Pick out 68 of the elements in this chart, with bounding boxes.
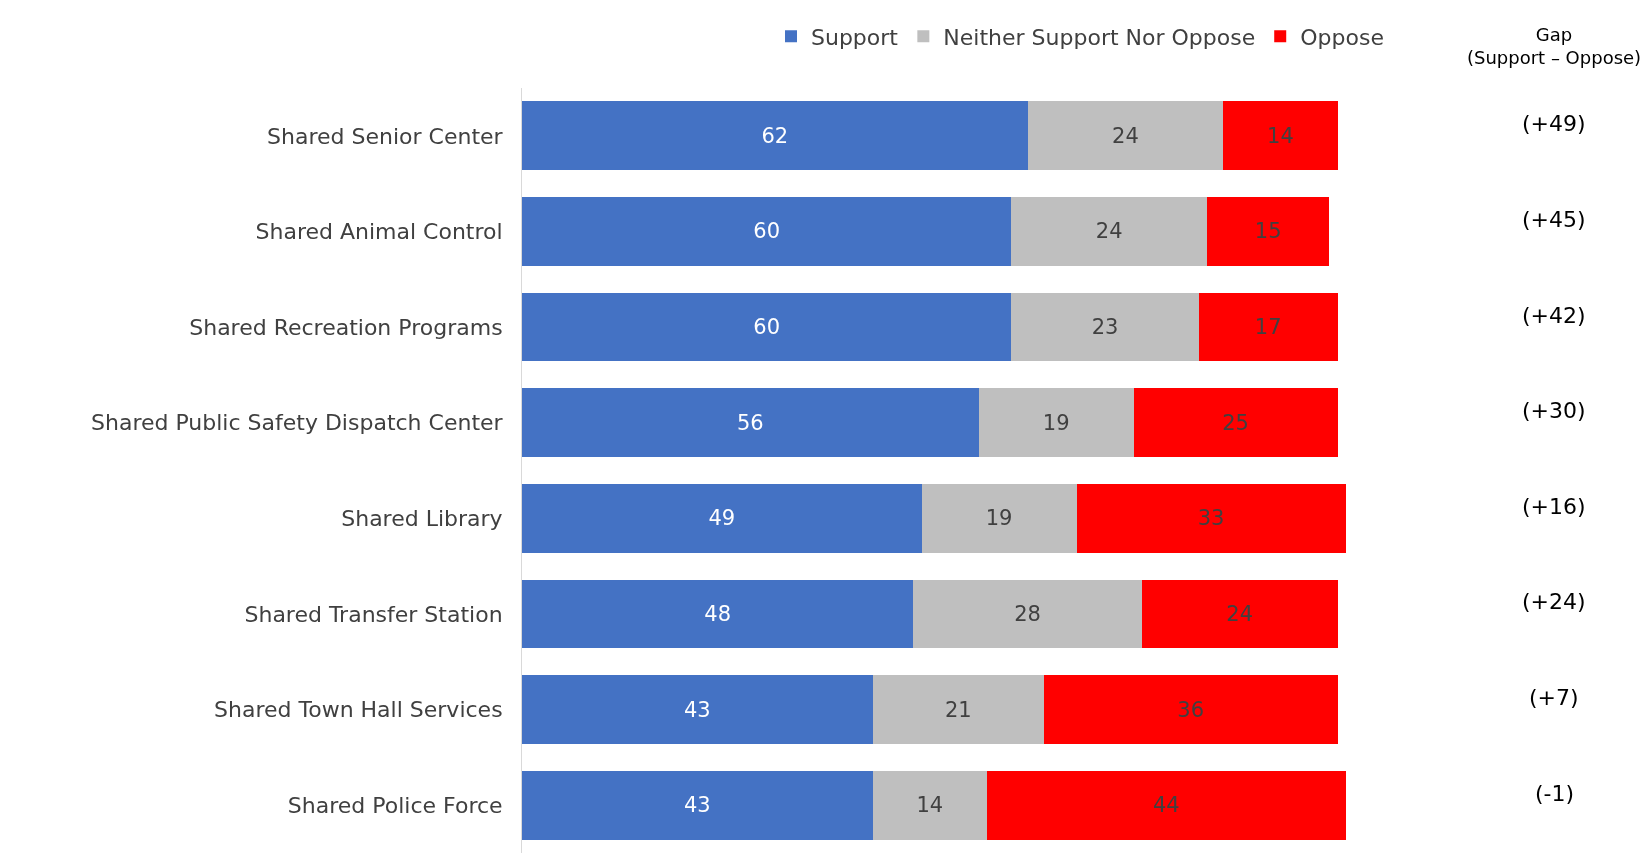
- data-label: 43: [683, 793, 711, 818]
- text: (-1): [1535, 781, 1575, 806]
- bar: [978, 388, 1134, 458]
- bar: [1011, 197, 1208, 266]
- bar: [1198, 292, 1338, 362]
- data-label: 23: [1091, 315, 1119, 340]
- data-label: 25: [1222, 410, 1249, 435]
- data-label: 44: [1152, 793, 1180, 818]
- bar: [1133, 388, 1338, 458]
- text: (+24): [1522, 589, 1586, 614]
- y-tick-label: Shared Town Hall Services: [214, 697, 503, 723]
- data-label: 15: [1254, 219, 1282, 244]
- data-label: 21: [944, 697, 972, 722]
- bar: [1076, 483, 1346, 553]
- data-label: 49: [708, 506, 736, 531]
- text: (+49): [1522, 111, 1586, 136]
- data-label: 60: [753, 315, 781, 340]
- bar: [522, 770, 873, 840]
- bar: [1141, 579, 1338, 649]
- bar: [1027, 101, 1224, 171]
- data-label: 24: [1112, 123, 1139, 148]
- data-label: 33: [1197, 506, 1225, 531]
- bar: [522, 388, 979, 458]
- text: (+30): [1522, 398, 1586, 423]
- bar: [986, 770, 1346, 840]
- bar: [1011, 292, 1199, 362]
- text: (+7): [1529, 685, 1579, 710]
- bar: [1223, 101, 1338, 171]
- bar: [872, 770, 987, 840]
- y-tick-label: Shared Police Force: [287, 792, 503, 818]
- bar: [522, 197, 1012, 266]
- text: (+42): [1522, 303, 1586, 328]
- data-label: 48: [704, 601, 732, 626]
- bar: [522, 292, 1012, 362]
- y-tick-label: Shared Transfer Station: [244, 601, 503, 627]
- y-tick-label: Shared Senior Center: [267, 123, 504, 149]
- bar: [522, 483, 922, 553]
- data-label: 56: [736, 410, 764, 435]
- data-label: 14: [1267, 123, 1294, 148]
- bar: [1207, 197, 1330, 266]
- bar: [522, 579, 914, 649]
- legend-label: Support: [811, 24, 899, 50]
- legend-label: Neither Support Nor Oppose: [943, 24, 1256, 50]
- data-label: 43: [683, 697, 711, 722]
- y-tick-label: Shared Recreation Programs: [189, 314, 503, 340]
- data-label: 19: [1042, 410, 1070, 435]
- data-label: 24: [1226, 601, 1254, 626]
- y-tick-label: Shared Animal Control: [255, 219, 503, 245]
- text: Gap (Support – Oppose): [1467, 24, 1642, 69]
- y-tick-label: Shared Public Safety Dispatch Center: [91, 410, 504, 436]
- text: (+16): [1522, 494, 1586, 519]
- text: (+45): [1522, 207, 1586, 232]
- bar: [872, 675, 1044, 744]
- bar: [1043, 675, 1338, 744]
- bar: [522, 675, 873, 744]
- data-label: 28: [1014, 601, 1041, 626]
- data-label: 19: [985, 506, 1013, 531]
- bar: [921, 483, 1077, 553]
- y-tick-label: Shared Library: [341, 506, 503, 532]
- data-label: 24: [1095, 219, 1123, 244]
- data-label: 62: [761, 123, 789, 148]
- bar: [522, 101, 1028, 171]
- data-label: 60: [753, 219, 781, 244]
- data-label: 14: [916, 793, 944, 818]
- data-label: 17: [1254, 315, 1282, 340]
- bar: [913, 579, 1142, 649]
- legend-label: Oppose: [1300, 24, 1384, 50]
- data-label: 36: [1177, 697, 1205, 722]
